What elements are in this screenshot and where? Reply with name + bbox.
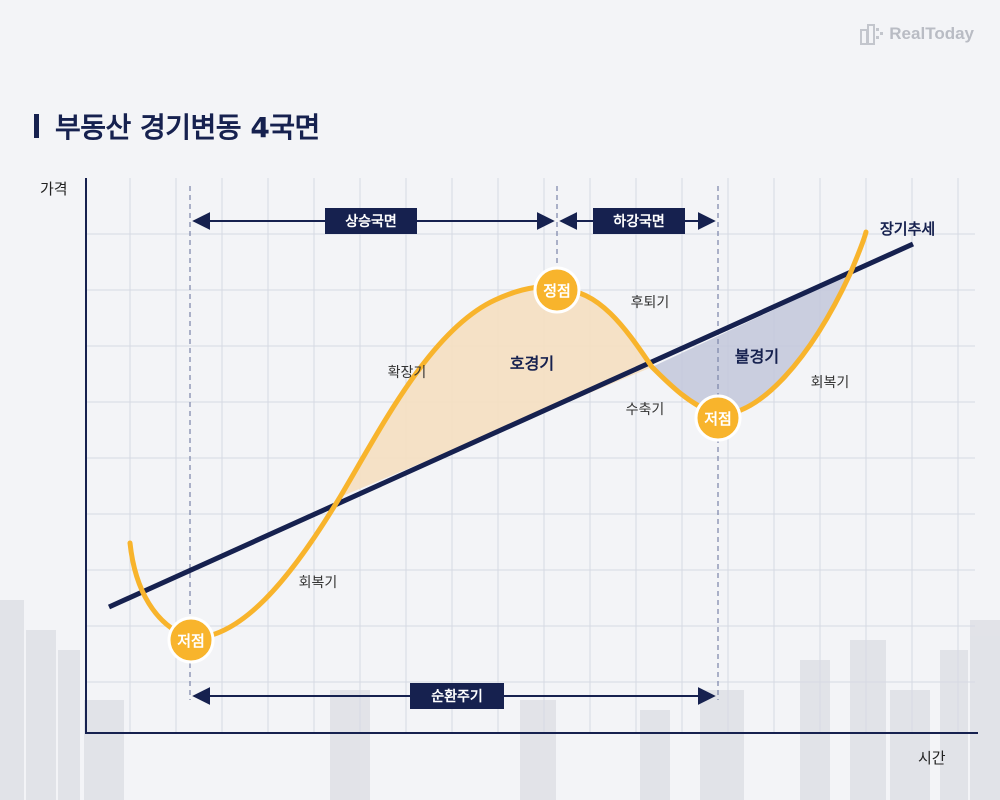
peak-marker: 정점 xyxy=(533,266,581,314)
x-axis-label: 시간 xyxy=(918,749,946,767)
brand-logo: RealToday xyxy=(859,22,974,46)
cycle-banner xyxy=(410,683,504,709)
boom-shaded-area xyxy=(340,286,652,497)
boom-label: 호경기 xyxy=(510,354,554,373)
contraction-label: 수축기 xyxy=(626,402,665,418)
cycle-label: 순환주기 xyxy=(431,688,483,705)
long-term-trend-line xyxy=(107,241,915,610)
trough-marker-left: 저점 xyxy=(167,616,215,664)
phase-dividers xyxy=(189,186,719,700)
rising-phase-label: 상승국면 xyxy=(345,213,397,230)
page-title: 부동산 경기변동 4국면 xyxy=(55,111,320,144)
recovery-label-left: 회복기 xyxy=(299,575,338,591)
trough-label-left: 저점 xyxy=(177,632,205,650)
slump-shaded-area xyxy=(652,274,850,415)
recession-label: 후퇴기 xyxy=(631,295,670,311)
logo-mark-icon xyxy=(860,24,884,45)
falling-phase-label: 하강국면 xyxy=(613,213,665,230)
peak-label: 정점 xyxy=(543,282,571,300)
trough-marker-right: 저점 xyxy=(694,394,742,442)
title-accent-bar xyxy=(34,114,39,138)
y-axis-label: 가격 xyxy=(40,180,68,198)
slump-label: 불경기 xyxy=(735,347,779,366)
recovery-label-right: 회복기 xyxy=(811,375,850,391)
chart-grid xyxy=(86,178,975,732)
expansion-label: 확장기 xyxy=(388,365,427,381)
rising-phase-banner xyxy=(325,208,417,234)
trough-label-right: 저점 xyxy=(704,410,732,428)
city-skyline-backdrop xyxy=(0,600,1000,800)
page-title-group: 부동산 경기변동 4국면 xyxy=(34,106,320,146)
falling-phase-banner xyxy=(593,208,685,234)
logo-text: RealToday xyxy=(889,24,974,43)
trend-label: 장기추세 xyxy=(880,220,935,238)
